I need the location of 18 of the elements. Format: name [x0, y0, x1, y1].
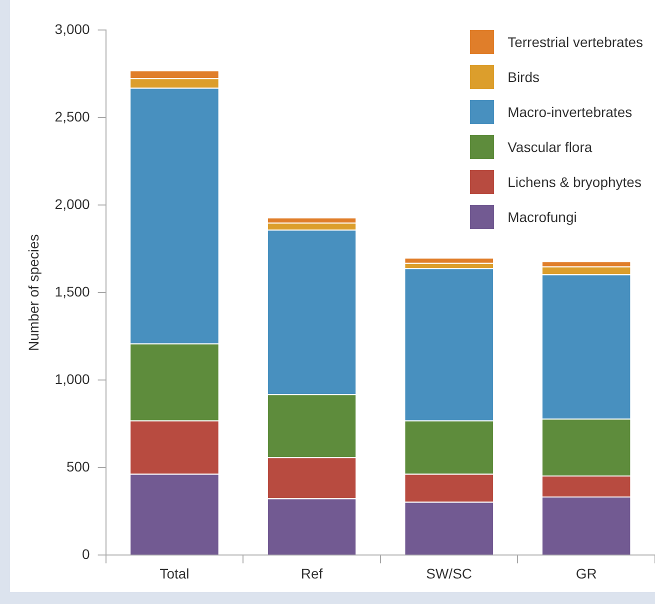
legend-label: Lichens & bryophytes: [508, 174, 642, 190]
y-tick-label: 1,500: [54, 283, 90, 300]
y-tick-label: 500: [66, 458, 90, 475]
x-tick-label: Total: [160, 565, 190, 582]
x-tick-label: Ref: [300, 565, 323, 582]
x-tick-label: GR: [576, 565, 597, 582]
x-tick-label: SW/SC: [426, 565, 472, 582]
y-axis-title: Number of species: [25, 234, 42, 351]
legend-label: Birds: [508, 68, 540, 84]
y-tick-label: 2,500: [54, 108, 90, 124]
legend-label: Macro-invertebrates: [508, 104, 632, 120]
legend-label: Vascular flora: [508, 138, 592, 154]
y-tick-label: 1,000: [54, 370, 90, 387]
y-tick-label: 2,000: [54, 196, 90, 212]
y-tick-label: 0: [82, 546, 90, 562]
y-tick-label: 3,000: [54, 20, 90, 37]
legend-label: Terrestrial vertebrates: [508, 34, 643, 50]
legend-label: Macrofungi: [508, 208, 577, 224]
